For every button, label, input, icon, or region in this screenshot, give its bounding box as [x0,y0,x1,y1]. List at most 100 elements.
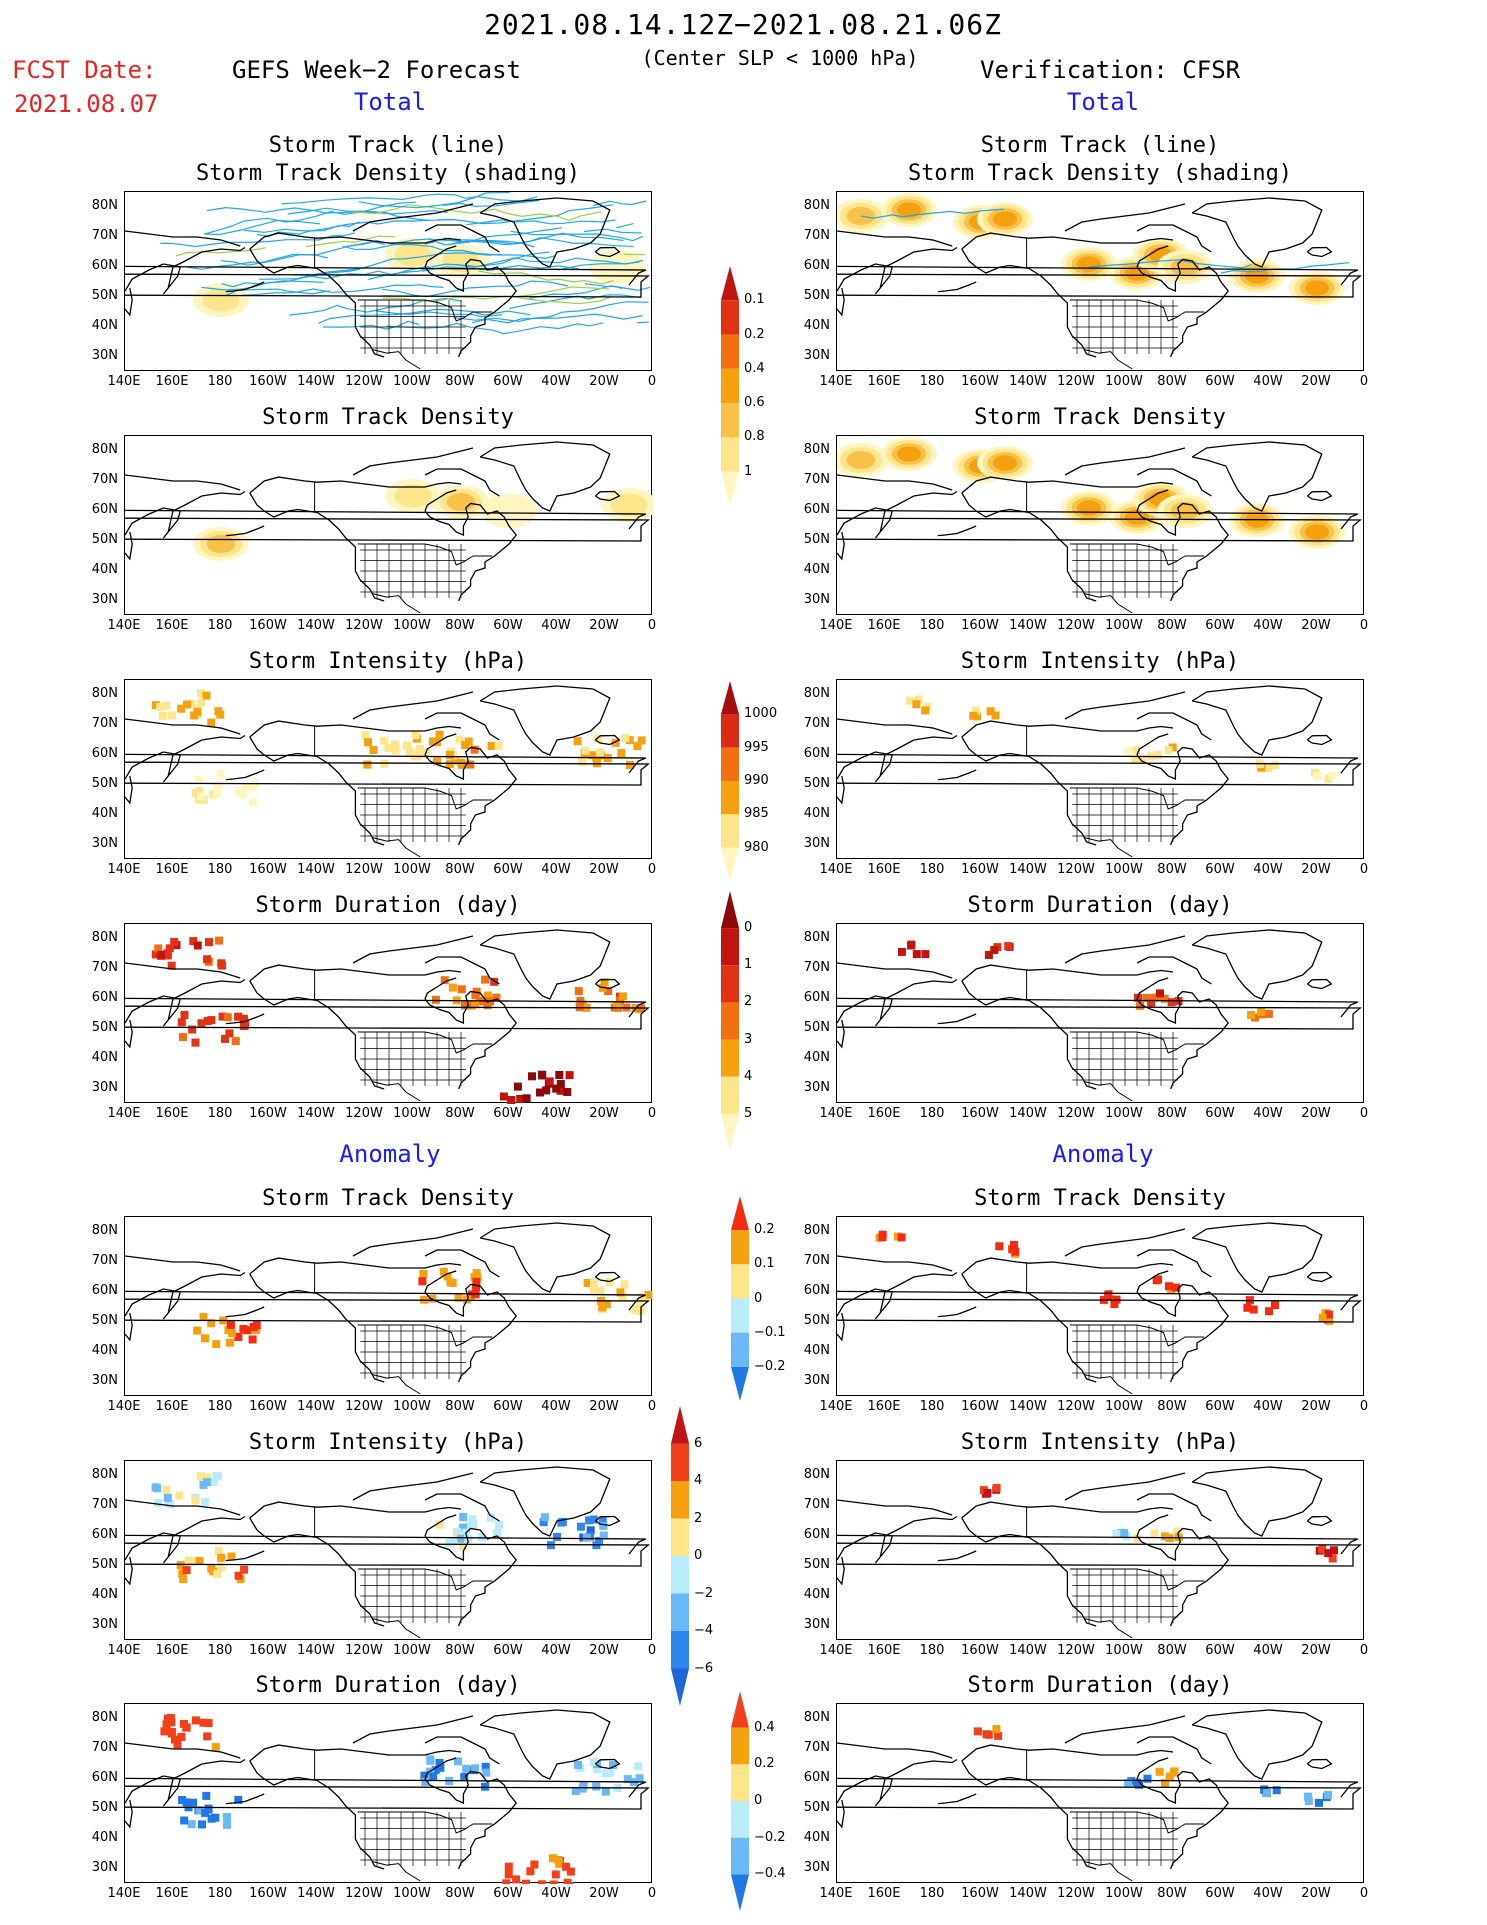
map-panel-forecast_track_total [124,191,652,371]
grid-cell [478,1533,486,1542]
lon-tick-label: 140E [819,618,853,633]
colorbar-swatch [731,1332,749,1367]
lon-tick-label: 160E [155,374,189,389]
grid-cell [492,993,501,1002]
grid-cell [522,1094,531,1103]
lat-tick-label: 70N [803,472,830,487]
coastline [961,1273,1097,1383]
colorbar-svg [731,1691,749,1911]
lon-tick-label: 40W [1253,1886,1283,1901]
density-blob [394,484,432,508]
lon-tick-label: 20W [589,1399,619,1414]
grid-cell [637,736,646,745]
grid-cell [216,770,225,779]
grid-cell [1133,1778,1142,1787]
lon-tick-label: 140W [297,374,335,389]
lat-tick-label: 60N [803,1527,830,1542]
colorbar-swatch [671,1481,689,1519]
panel-title-line: Storm Track Density (shading) [195,161,581,186]
lon-tick-label: 160W [961,1643,999,1658]
density-blob [993,455,1017,471]
grid-cell [196,1472,205,1481]
storm-track-line [511,286,609,298]
grid-cell [601,1787,610,1796]
coastline [249,980,385,1090]
lat-tick-label: 60N [803,746,830,761]
grid-cell [191,1038,200,1047]
grid-cell [470,745,479,754]
colorbar-swatch [671,1556,689,1594]
grid-cell [231,1037,240,1046]
lon-tick-label: 0 [647,862,657,877]
lon-tick-label: 120W [1057,618,1095,633]
lat-tick-label: 70N [803,1740,830,1755]
map-panel-verification_duration_total [836,923,1364,1103]
grid-cell [581,746,590,755]
lon-tick-label: 160W [961,374,999,389]
coastline [225,1793,265,1805]
grid-cell [556,1086,565,1095]
lat-tick-label: 30N [803,836,830,851]
grid-cell [207,1016,216,1025]
lat-tick-label: 40N [91,318,118,333]
panel-title-line: Storm Track (line) [268,133,508,158]
section-total-left: Total [353,88,427,116]
grid-cell [605,1769,614,1778]
grid-cell [473,1273,482,1282]
fcst-date-label: FCST Date: [12,56,157,84]
grid-cell [464,1534,473,1543]
coastline [961,1517,1097,1627]
grid-cell [549,1880,558,1884]
colorbar-swatch [721,266,739,301]
coastline [594,490,621,502]
lon-tick-label: 0 [647,374,657,389]
lon-tick-label: 120W [1057,374,1095,389]
coastline [352,203,474,232]
lat-tick-label: 40N [803,1050,830,1065]
map-svg [125,441,653,614]
coastline [837,753,1359,774]
lat-tick-label: 40N [91,1343,118,1358]
grid-cell [635,1774,644,1783]
grid-cell [462,1764,471,1773]
coastline [594,1515,621,1527]
coastline [1084,1861,1133,1882]
coastline [1136,245,1169,268]
grid-cell [992,1483,1001,1492]
lon-tick-label: 180 [207,862,233,877]
lon-tick-label: 100W [393,374,431,389]
coastline [1064,203,1186,232]
lon-tick-label: 140W [1009,862,1047,877]
grid-cell [420,1771,429,1780]
coastline [424,224,500,253]
colorbar-label: 995 [744,739,769,755]
lat-tick-label: 60N [91,502,118,517]
grid-cell [1154,1275,1162,1284]
grid-cell [214,1547,223,1556]
grid-cell [218,961,227,970]
coastline [125,1542,650,1567]
grid-cell [1133,1534,1142,1543]
density-blob [1305,280,1329,296]
grid-cell [239,789,248,798]
grid-cell [1011,1247,1020,1256]
grid-cell [992,1725,1001,1734]
lon-tick-label: 60W [493,1643,523,1658]
grid-cell [553,1532,562,1541]
grid-cell [193,941,202,950]
coastline [961,248,1097,358]
grid-cell [217,1563,226,1572]
lon-tick-label: 180 [919,618,945,633]
lat-tick-label: 80N [803,198,830,213]
grid-cell [481,1762,490,1771]
coastline [479,197,611,268]
coastline [1191,1709,1323,1780]
coastline [837,1534,1359,1555]
coastline [1136,1770,1230,1870]
lon-tick-label: 0 [1359,1106,1369,1121]
grid-cell [1257,1008,1266,1016]
coastline [125,718,241,735]
grid-cell [986,707,995,716]
colorbar-label: 1 [744,463,753,479]
map-panel-forecast_density_anom [124,1216,653,1396]
